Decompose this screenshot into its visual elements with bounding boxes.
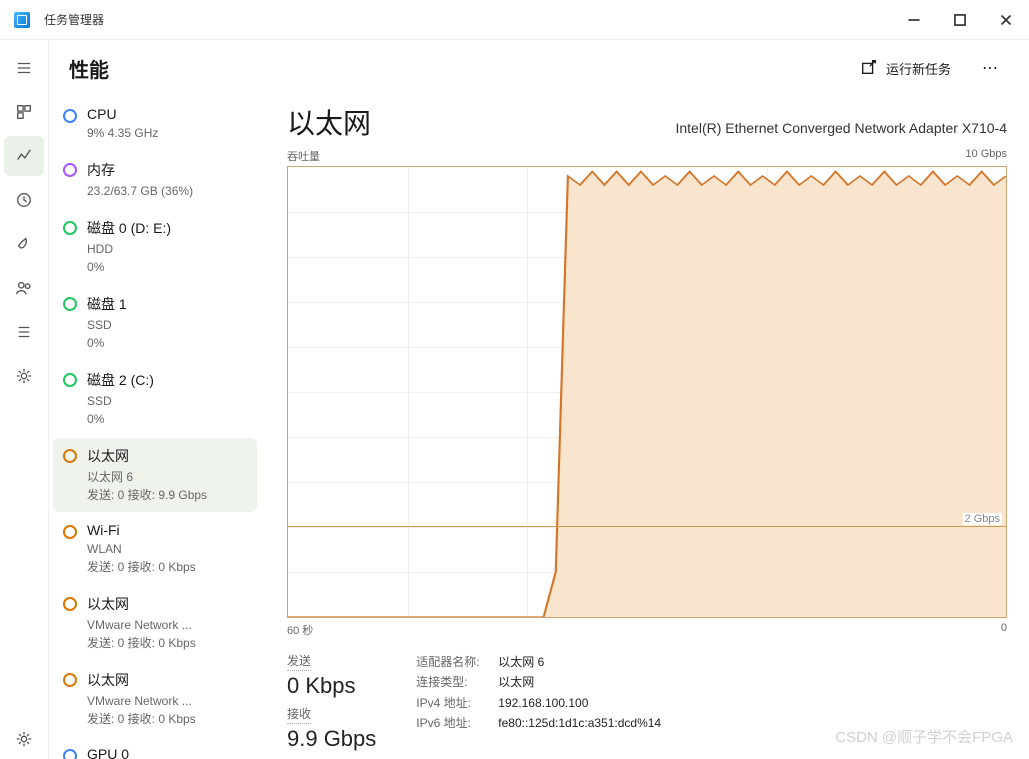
sidebar-item-cpu[interactable]: CPU 9% 4.35 GHz: [53, 98, 257, 150]
wifi-indicator-icon: [63, 525, 77, 539]
nav-services[interactable]: [4, 356, 44, 396]
app-icon: [14, 12, 30, 28]
sidebar-item-name: GPU 0: [87, 746, 249, 759]
sidebar-item-sub: 发送: 0 接收: 0 Kbps: [87, 634, 249, 652]
sidebar-item-disk0[interactable]: 磁盘 0 (D: E:) HDD 0%: [53, 210, 257, 284]
info-value: 以太网 6: [498, 652, 544, 672]
close-button[interactable]: [983, 0, 1029, 40]
minimize-button[interactable]: [891, 0, 937, 40]
nav-users[interactable]: [4, 268, 44, 308]
sidebar-item-sub: 以太网 6: [87, 468, 249, 486]
disk-indicator-icon: [63, 373, 77, 387]
sidebar-item-name: CPU: [87, 106, 249, 122]
info-value: fe80::125d:1d1c:a351:dcd%14: [498, 713, 661, 733]
sidebar-item-name: 内存: [87, 160, 249, 180]
sidebar-item-name: Wi-Fi: [87, 522, 249, 538]
nav-details[interactable]: [4, 312, 44, 352]
info-value: 192.168.100.100: [498, 693, 588, 713]
sidebar-item-name: 磁盘 1: [87, 294, 249, 314]
recv-value: 9.9 Gbps: [287, 726, 376, 752]
run-new-task-button[interactable]: 运行新任务: [850, 52, 961, 85]
net-indicator-icon: [63, 597, 77, 611]
info-key: 连接类型:: [416, 672, 488, 692]
mem-indicator-icon: [63, 163, 77, 177]
sidebar-item-sub: WLAN: [87, 540, 249, 558]
net-indicator-icon: [63, 449, 77, 463]
chart-x-right: 0: [1001, 622, 1007, 638]
more-button[interactable]: ⋯: [973, 50, 1009, 86]
chart-x-left: 60 秒: [287, 622, 313, 638]
disk-indicator-icon: [63, 297, 77, 311]
info-row: 连接类型: 以太网: [416, 672, 661, 692]
nav-settings[interactable]: [4, 719, 44, 759]
run-icon: [860, 58, 878, 79]
send-recv-stats: 发送 0 Kbps 接收 9.9 Gbps: [287, 652, 376, 756]
sidebar-item-sub: 发送: 0 接收: 9.9 Gbps: [87, 486, 249, 504]
adapter-name: Intel(R) Ethernet Converged Network Adap…: [675, 120, 1007, 136]
sidebar-item-gpu0[interactable]: GPU 0 Intel(R) UHD Gra... 3%: [53, 738, 257, 759]
nav-performance[interactable]: [4, 136, 44, 176]
throughput-chart: 吞吐量 10 Gbps 2 Gbps 60 秒 0: [287, 148, 1007, 638]
nav-rail: [0, 40, 48, 759]
sidebar-item-name: 以太网: [87, 670, 249, 690]
sidebar-item-sub: VMware Network ...: [87, 692, 249, 710]
sidebar-item-sub: 发送: 0 接收: 0 Kbps: [87, 558, 249, 576]
sidebar-item-sub: 0%: [87, 258, 249, 276]
send-value: 0 Kbps: [287, 673, 376, 699]
nav-menu-button[interactable]: [4, 48, 44, 88]
sidebar-item-name: 以太网: [87, 446, 249, 466]
detail-title: 以太网: [287, 102, 371, 142]
chart-y-label: 吞吐量: [287, 148, 320, 164]
titlebar: 任务管理器: [0, 0, 1029, 40]
sidebar-item-sub: 0%: [87, 334, 249, 352]
sidebar-item-mem[interactable]: 内存 23.2/63.7 GB (36%): [53, 152, 257, 208]
nav-processes[interactable]: [4, 92, 44, 132]
app-title: 任务管理器: [44, 11, 104, 28]
perf-sidebar: CPU 9% 4.35 GHz 内存 23.2/63.7 GB (36%) 磁盘…: [49, 96, 263, 759]
sidebar-item-eth0[interactable]: 以太网 以太网 6 发送: 0 接收: 9.9 Gbps: [53, 438, 257, 512]
sidebar-item-name: 以太网: [87, 594, 249, 614]
sidebar-item-name: 磁盘 2 (C:): [87, 370, 249, 390]
sidebar-item-disk1[interactable]: 磁盘 1 SSD 0%: [53, 286, 257, 360]
disk-indicator-icon: [63, 221, 77, 235]
sidebar-item-eth2[interactable]: 以太网 VMware Network ... 发送: 0 接收: 0 Kbps: [53, 662, 257, 736]
sidebar-item-wifi[interactable]: Wi-Fi WLAN 发送: 0 接收: 0 Kbps: [53, 514, 257, 584]
sidebar-item-sub: 23.2/63.7 GB (36%): [87, 182, 249, 200]
info-key: IPv4 地址:: [416, 693, 488, 713]
adapter-info: 适配器名称: 以太网 6 连接类型: 以太网 IPv4 地址: 192.168.100.1…: [416, 652, 661, 756]
run-new-task-label: 运行新任务: [886, 59, 951, 78]
sidebar-item-sub: SSD: [87, 316, 249, 334]
sidebar-item-name: 磁盘 0 (D: E:): [87, 218, 249, 238]
sidebar-item-sub: VMware Network ...: [87, 616, 249, 634]
detail-pane: 以太网 Intel(R) Ethernet Converged Network …: [263, 96, 1029, 759]
page-header: 性能 运行新任务 ⋯: [49, 40, 1029, 96]
sidebar-item-sub: 0%: [87, 410, 249, 428]
info-row: 适配器名称: 以太网 6: [416, 652, 661, 672]
sidebar-item-sub: SSD: [87, 392, 249, 410]
nav-startup[interactable]: [4, 224, 44, 264]
chart-y-max: 10 Gbps: [965, 148, 1007, 164]
cpu-indicator-icon: [63, 109, 77, 123]
page-title: 性能: [69, 54, 109, 83]
recv-label: 接收: [287, 705, 311, 724]
send-label: 发送: [287, 652, 311, 671]
gpu-indicator-icon: [63, 749, 77, 759]
chart-ref-label: 2 Gbps: [963, 513, 1002, 525]
net-indicator-icon: [63, 673, 77, 687]
info-key: IPv6 地址:: [416, 713, 488, 733]
info-key: 适配器名称:: [416, 652, 488, 672]
maximize-button[interactable]: [937, 0, 983, 40]
info-row: IPv6 地址: fe80::125d:1d1c:a351:dcd%14: [416, 713, 661, 733]
sidebar-item-sub: 发送: 0 接收: 0 Kbps: [87, 710, 249, 728]
sidebar-item-eth1[interactable]: 以太网 VMware Network ... 发送: 0 接收: 0 Kbps: [53, 586, 257, 660]
sidebar-item-disk2[interactable]: 磁盘 2 (C:) SSD 0%: [53, 362, 257, 436]
sidebar-item-sub: HDD: [87, 240, 249, 258]
sidebar-item-sub: 9% 4.35 GHz: [87, 124, 249, 142]
info-value: 以太网: [498, 672, 534, 692]
nav-history[interactable]: [4, 180, 44, 220]
info-row: IPv4 地址: 192.168.100.100: [416, 693, 661, 713]
